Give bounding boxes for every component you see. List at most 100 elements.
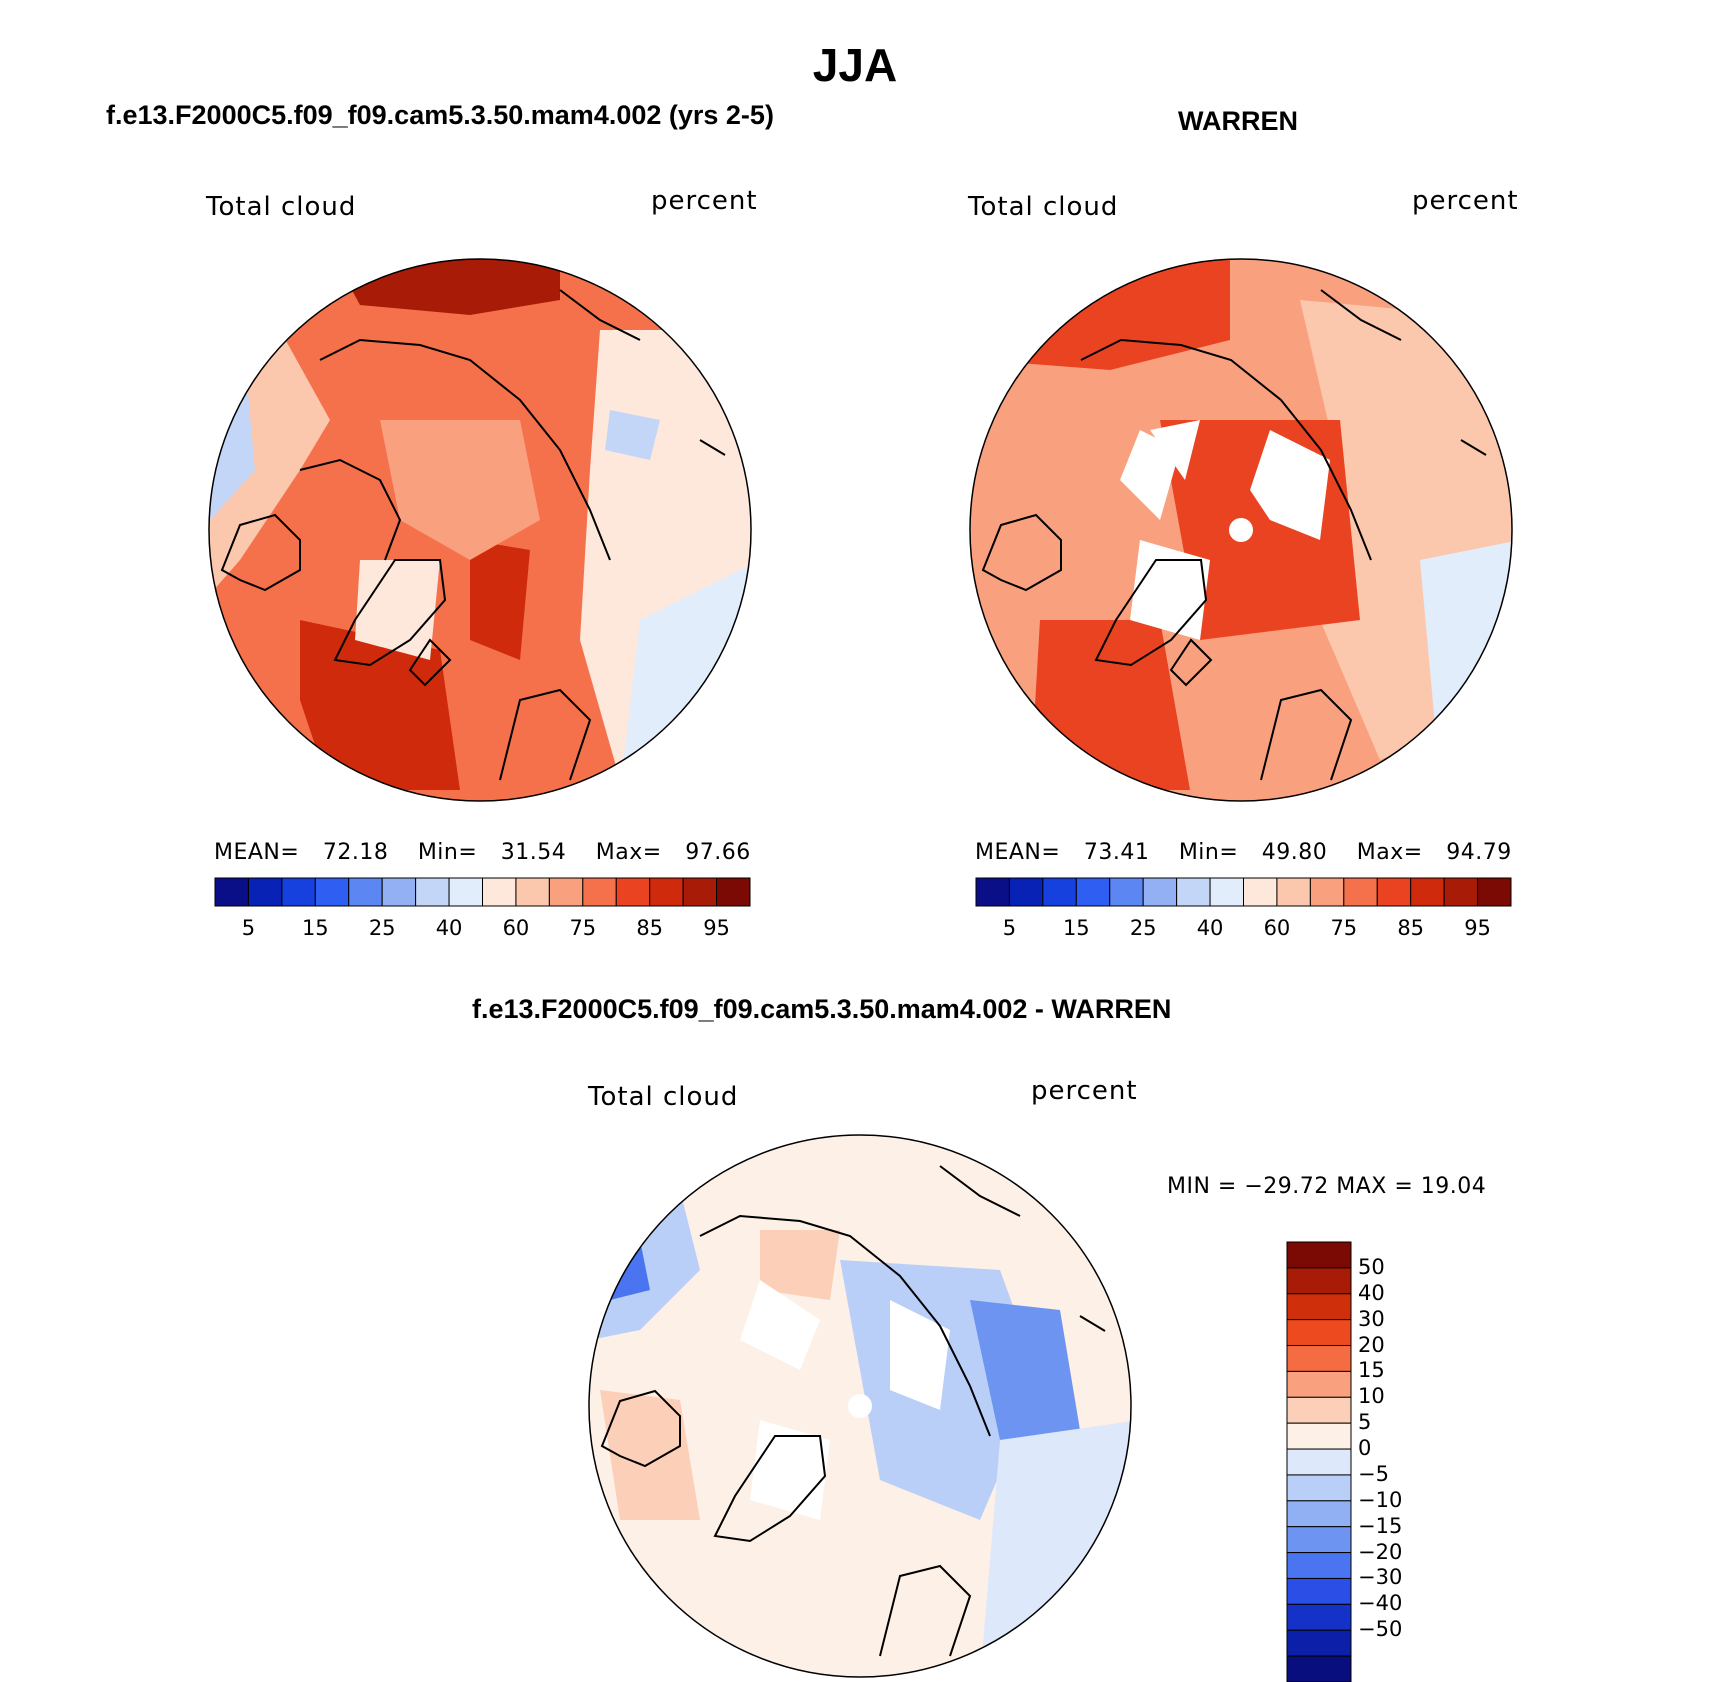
stat-mean-label: MEAN= xyxy=(975,840,1061,865)
map-diff-missing-1 xyxy=(740,1280,820,1370)
colorbar-tick-label: 40 xyxy=(435,916,463,940)
colorbar-swatch xyxy=(1209,877,1244,907)
panel-obs-title: WARREN xyxy=(1178,106,1298,136)
colorbar-swatch xyxy=(1286,1241,1352,1269)
map-obs-missing-2 xyxy=(1120,430,1180,520)
colorbar-swatch xyxy=(1443,877,1479,907)
stat-min-label: Min= xyxy=(1178,840,1239,865)
colorbar-tick-label: −40 xyxy=(1358,1591,1403,1616)
colorbar-swatch xyxy=(314,877,350,907)
colorbar-tick-label: 25 xyxy=(368,916,396,940)
colorbar-tick-label: −15 xyxy=(1358,1513,1403,1538)
colorbar-tick-label: 95 xyxy=(703,916,730,940)
colorbar-tick-label: 60 xyxy=(1263,916,1291,940)
colorbar-obs-ticks: 5 15 25 40 60 75 85 95 xyxy=(976,916,1511,942)
colorbar-swatch xyxy=(1109,877,1144,907)
colorbar-swatch xyxy=(1286,1474,1352,1502)
map-model-field xyxy=(209,259,751,801)
panel-diff-variable-label: Total cloud xyxy=(588,1082,739,1112)
colorbar-swatch xyxy=(1286,1552,1352,1579)
stat-max-label: Max= xyxy=(595,840,662,865)
colorbar-tick-label: 95 xyxy=(1464,916,1491,940)
colorbar-tick-label: −10 xyxy=(1358,1487,1403,1512)
colorbar-swatch xyxy=(682,877,718,907)
map-diff-patch-east-dark xyxy=(970,1300,1080,1440)
colorbar-swatch xyxy=(1286,1577,1352,1605)
map-model-patch-darkred-atl xyxy=(300,620,460,790)
colorbar-swatch xyxy=(482,877,517,907)
colorbar-tick-label: 30 xyxy=(1358,1306,1385,1331)
stat-max-value: 97.66 xyxy=(685,840,751,865)
colorbar-swatch xyxy=(1008,877,1044,907)
colorbar-swatch xyxy=(615,877,651,907)
panel-model-stats: MEAN= 72.18 Min= 31.54 Max= 97.66 xyxy=(214,840,751,865)
panel-diff-units-label: percent xyxy=(1031,1076,1138,1106)
colorbar-swatch xyxy=(1286,1319,1352,1347)
colorbar-diff xyxy=(1286,1241,1352,1682)
colorbar-swatch xyxy=(1276,877,1311,907)
colorbar-tick-label: −30 xyxy=(1358,1565,1403,1590)
colorbar-tick-label: −20 xyxy=(1358,1539,1403,1564)
colorbar-tick-label: 15 xyxy=(1358,1358,1385,1383)
map-model-patch-darkred-top xyxy=(330,259,560,315)
colorbar-swatch xyxy=(975,877,1010,907)
colorbar-swatch xyxy=(1286,1655,1352,1682)
colorbar-tick-label: 75 xyxy=(1330,916,1358,940)
colorbar-tick-label: 85 xyxy=(1397,916,1425,940)
colorbar-swatch xyxy=(1286,1448,1352,1476)
colorbar-swatch xyxy=(1286,1293,1352,1321)
colorbar-swatch xyxy=(281,877,316,907)
colorbar-obs xyxy=(975,877,1512,907)
panel-model-units-label: percent xyxy=(651,186,758,216)
map-obs-field xyxy=(970,259,1512,801)
map-model-patch-central xyxy=(380,420,540,560)
map-obs-coastlines xyxy=(981,289,1487,781)
colorbar-swatch xyxy=(1286,1267,1352,1295)
colorbar-tick-label: −50 xyxy=(1358,1617,1403,1642)
map-obs-missing-3 xyxy=(1250,430,1330,540)
map-diff-patch-red-west xyxy=(600,1390,700,1520)
colorbar-tick-label: 15 xyxy=(1062,916,1090,940)
colorbar-swatch xyxy=(1286,1629,1352,1657)
colorbar-swatch xyxy=(1343,877,1378,907)
colorbar-swatch xyxy=(1286,1396,1352,1424)
colorbar-swatch xyxy=(649,877,684,907)
stat-mean-label: MEAN= xyxy=(214,840,300,865)
colorbar-tick-label: 20 xyxy=(1358,1332,1385,1357)
map-diff-field xyxy=(589,1135,1131,1677)
colorbar-tick-label: 40 xyxy=(1358,1280,1385,1305)
colorbar-tick-label: 75 xyxy=(569,916,597,940)
panel-model-title: f.e13.F2000C5.f09_f09.cam5.3.50.mam4.002… xyxy=(106,100,774,130)
map-diff-patch-red-north xyxy=(760,1230,840,1300)
colorbar-swatch xyxy=(448,877,483,907)
colorbar-swatch xyxy=(582,877,617,907)
map-model-coastlines xyxy=(220,289,726,781)
stat-max-value: 94.79 xyxy=(1446,840,1512,865)
colorbar-swatch xyxy=(1286,1603,1352,1631)
stat-min-value: 49.80 xyxy=(1261,840,1328,865)
colorbar-swatch xyxy=(1286,1500,1352,1528)
colorbar-diff-ticks: 50 40 30 20 15 10 5 0 −5 −10 −15 −20 −30 −40 −50 xyxy=(1358,1242,1448,1682)
colorbar-swatch xyxy=(548,877,584,907)
map-obs-outline xyxy=(969,258,1513,802)
stat-mean-value: 73.41 xyxy=(1083,840,1150,865)
colorbar-tick-label: 40 xyxy=(1196,916,1224,940)
colorbar-swatch xyxy=(1286,1370,1352,1398)
colorbar-swatch xyxy=(1286,1345,1352,1372)
colorbar-swatch xyxy=(1376,877,1412,907)
panel-obs-stats: MEAN= 73.41 Min= 49.80 Max= 94.79 xyxy=(975,840,1512,865)
panel-obs-units-label: percent xyxy=(1412,186,1519,216)
map-model-patch-blue-small xyxy=(605,410,660,460)
colorbar-swatch xyxy=(214,877,249,907)
map-obs-patch-blue-east xyxy=(1420,540,1512,780)
colorbar-swatch xyxy=(1142,877,1178,907)
colorbar-tick-label: 60 xyxy=(502,916,530,940)
colorbar-swatch xyxy=(1286,1422,1352,1450)
colorbar-swatch xyxy=(1176,877,1211,907)
colorbar-tick-label: 10 xyxy=(1358,1384,1385,1409)
colorbar-swatch xyxy=(1286,1526,1352,1554)
stat-mean-value: 72.18 xyxy=(322,840,389,865)
colorbar-swatch xyxy=(381,877,417,907)
map-diff-outline xyxy=(588,1134,1132,1678)
